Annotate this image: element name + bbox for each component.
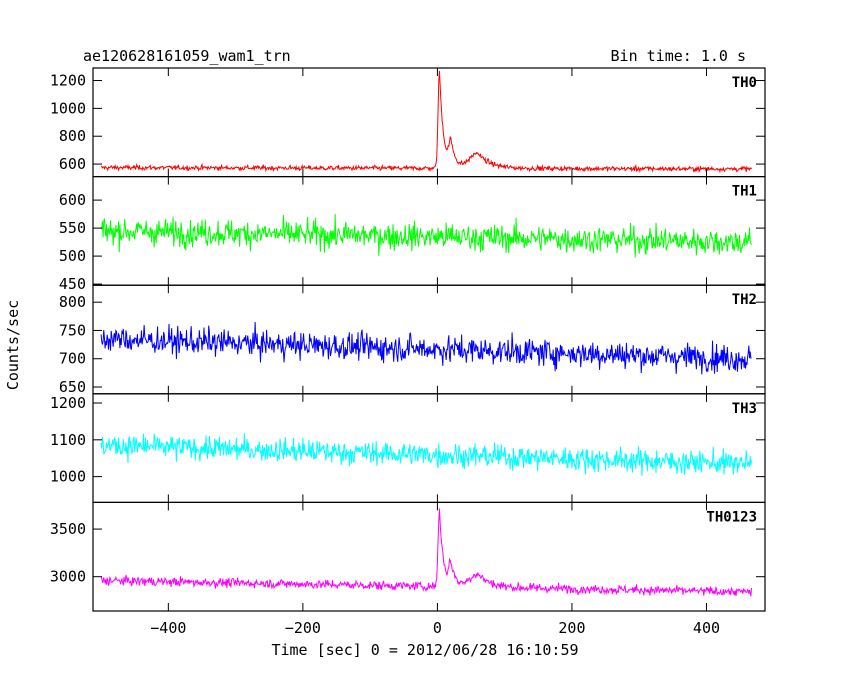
- panel-label-th1: TH1: [732, 184, 757, 200]
- x-tick-label: −400: [150, 619, 186, 637]
- panel-frame-th2: [92, 284, 766, 395]
- x-tick-label: −200: [285, 619, 321, 637]
- y-axis-label: Counts/sec: [4, 300, 22, 390]
- x-tick-label: 200: [558, 619, 585, 637]
- y-tick-label: 800: [59, 293, 86, 311]
- y-tick-label: 1000: [50, 468, 86, 486]
- y-tick-label: 1000: [50, 99, 86, 117]
- series-th3: [100, 433, 753, 476]
- y-tick-label: 3000: [50, 568, 86, 586]
- panel-frame-th0123: [92, 501, 766, 612]
- y-tick-label: 800: [59, 127, 86, 145]
- panel-label-th0: TH0: [732, 75, 757, 91]
- y-tick-label: 700: [59, 350, 86, 368]
- panel-label-th0123: TH0123: [706, 509, 757, 525]
- y-tick-label: 550: [59, 219, 86, 237]
- panel-label-th2: TH2: [732, 292, 757, 308]
- panel-label-th3: TH3: [732, 401, 757, 417]
- series-th2: [100, 322, 752, 375]
- observation-id: ae120628161059_wam1_trn: [83, 47, 291, 65]
- x-axis-label: Time [sec] 0 = 2012/06/28 16:10:59: [271, 641, 578, 659]
- y-tick-label: 600: [59, 155, 86, 173]
- y-tick-label: 650: [59, 378, 86, 396]
- series-th0123: [100, 508, 753, 597]
- series-th0: [100, 70, 752, 174]
- y-tick-label: 500: [59, 247, 86, 265]
- y-tick-label: 600: [59, 191, 86, 209]
- y-tick-label: 3500: [50, 520, 86, 538]
- x-tick-label: 0: [433, 619, 442, 637]
- y-tick-label: 450: [59, 275, 86, 293]
- y-tick-label: 1200: [50, 394, 86, 412]
- x-tick-label: 400: [693, 619, 720, 637]
- series-th1: [100, 213, 752, 258]
- bin-time-label: Bin time: 1.0 s: [611, 47, 746, 65]
- y-tick-label: 1200: [50, 72, 86, 90]
- panels-group: 600 800 1000 1200 TH0 450 500 550 600 TH1 650 700 75…: [50, 67, 766, 637]
- panel-frame-th0: [92, 67, 766, 178]
- y-tick-label: 750: [59, 321, 86, 339]
- y-tick-label: 1100: [50, 431, 86, 449]
